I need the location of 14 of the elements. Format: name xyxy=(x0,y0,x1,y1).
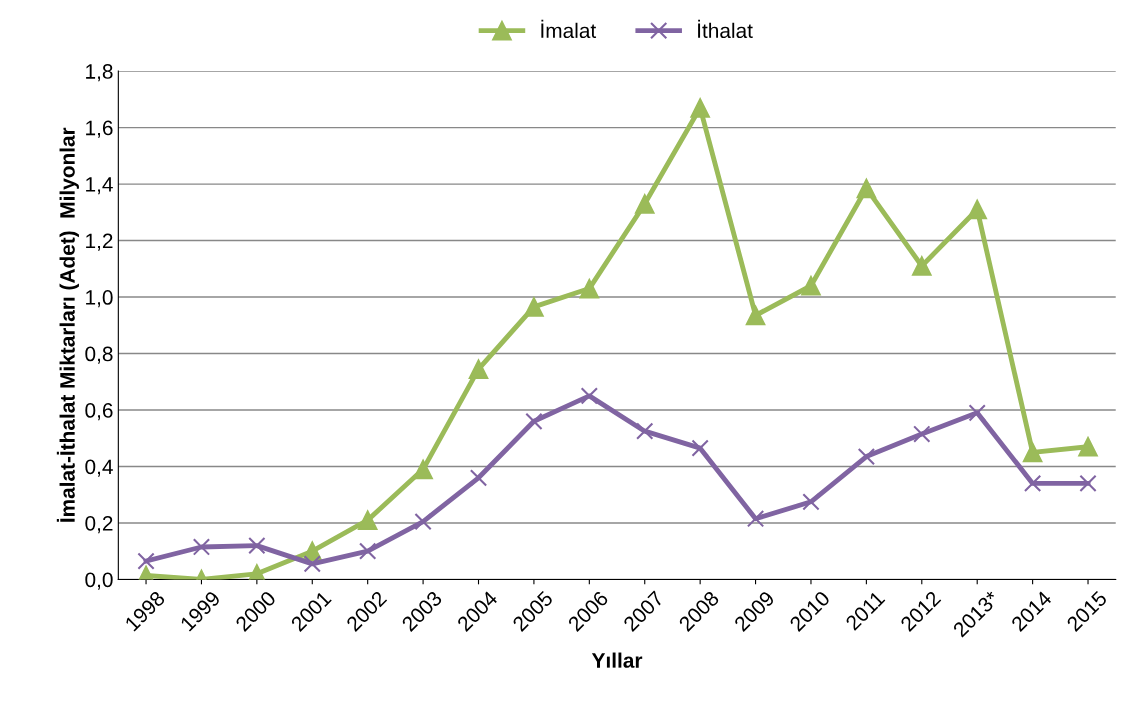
y-tick-label: 1,4 xyxy=(86,177,113,195)
y-tick-label: 0,4 xyxy=(85,459,113,477)
y-tick-label: 0,0 xyxy=(85,572,113,590)
y-tick-label: 1,2 xyxy=(86,233,113,251)
y-axis-title: İmalat-İthalat Miktarları (Adet) Milyonlar xyxy=(56,127,79,522)
y-tick-label: 0,2 xyxy=(85,515,113,534)
y-tick-label: 1,6 xyxy=(86,120,113,138)
y-tick-label: 1,8 xyxy=(86,64,113,82)
legend-label: İthalat xyxy=(698,19,753,39)
y-tick-label: 0,8 xyxy=(85,346,113,364)
legend-label: İmalat xyxy=(541,19,597,39)
x-axis-title: Yıllar xyxy=(591,652,643,668)
y-tick-label: 0,6 xyxy=(85,403,113,421)
y-tick-label: 1,0 xyxy=(86,290,113,308)
